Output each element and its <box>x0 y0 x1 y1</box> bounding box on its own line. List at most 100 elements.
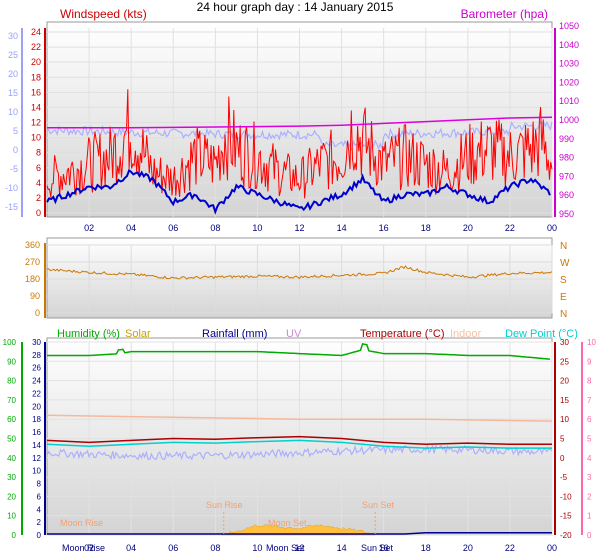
windspeed-tick-label: 10 <box>31 133 41 143</box>
barometer-label: Barometer (hpa) <box>461 7 548 21</box>
humidity-tick-label: 80 <box>7 377 16 386</box>
direction-tick-label: 90 <box>30 291 40 301</box>
bottom-astro-label: Moon Set <box>266 543 305 553</box>
windspeed-tick-label: 0 <box>36 208 41 218</box>
humidity-tick-label: 20 <box>7 492 16 501</box>
rainfall-tick-label: 14 <box>32 441 41 450</box>
direction-tick-label: 270 <box>25 257 40 267</box>
barometer-tick-label: 1000 <box>559 115 579 125</box>
series-line-light-blue <box>46 120 553 152</box>
temperature-tick-label: 0 <box>560 454 565 463</box>
x-tick-label: 04 <box>126 543 136 553</box>
temperature-tick-label: 25 <box>560 357 569 366</box>
series-line-rainfall <box>47 532 552 535</box>
legend-item: Dew Point (°C) <box>505 328 578 340</box>
rainfall-tick-label: 2 <box>37 518 42 527</box>
x-tick-label: 22 <box>505 223 515 233</box>
uv-tick-label: 8 <box>587 377 592 386</box>
legend-item: Humidity (%) <box>57 328 120 340</box>
windspeed-tick-label: 12 <box>31 118 41 128</box>
multi-panel: Humidity (%) Solar Rainfall (mm) UV Temperat… <box>3 328 597 540</box>
temperature-tick-label: 20 <box>560 377 569 386</box>
series-area-solar <box>221 524 376 536</box>
uv-tick-label: 2 <box>587 492 592 501</box>
uv-tick-label: 1 <box>587 512 592 521</box>
series-line-wind-average <box>46 168 551 215</box>
humidity-tick-label: 70 <box>7 396 16 405</box>
barometer-tick-label: 980 <box>559 153 574 163</box>
compass-label: N <box>560 309 567 320</box>
windspeed-tick-label: 6 <box>36 163 41 173</box>
rainfall-tick-label: 30 <box>32 338 41 347</box>
rainfall-tick-label: 6 <box>37 492 42 501</box>
x-tick-label: 12 <box>294 543 304 553</box>
temperature-tick-label: 15 <box>560 396 569 405</box>
windspeed-tick-label: 22 <box>31 42 41 52</box>
x-tick-label: 08 <box>210 543 220 553</box>
barometer-tick-label: 990 <box>559 134 574 144</box>
series-line-temperature <box>46 435 552 446</box>
chart-title: 24 hour graph day : 14 January 2015 <box>197 0 394 14</box>
x-tick-label: 12 <box>294 223 304 233</box>
barometer-tick-label: 1050 <box>559 21 579 31</box>
series-line-windspeed <box>46 89 553 199</box>
outer-temp-tick-label: 0 <box>13 145 18 155</box>
outer-temp-tick-label: -5 <box>10 164 18 174</box>
x-tick-label: 00 <box>547 223 557 233</box>
humidity-tick-label: 50 <box>7 435 16 444</box>
uv-tick-label: 6 <box>587 415 592 424</box>
x-tick-label: 20 <box>463 223 473 233</box>
barometer-tick-label: 1040 <box>559 40 579 50</box>
humidity-tick-label: 90 <box>7 357 16 366</box>
temperature-tick-label: 30 <box>560 338 569 347</box>
uv-tick-label: 3 <box>587 473 592 482</box>
compass-label: E <box>560 292 567 303</box>
x-tick-label: 02 <box>84 223 94 233</box>
outer-temp-tick-label: -10 <box>5 183 18 193</box>
direction-tick-label: 360 <box>25 240 40 250</box>
x-tick-label: 18 <box>421 223 431 233</box>
rainfall-tick-label: 10 <box>32 467 41 476</box>
humidity-tick-label: 0 <box>12 531 17 540</box>
x-tick-label: 02 <box>84 543 94 553</box>
barometer-tick-label: 970 <box>559 171 574 181</box>
series-line-humidity <box>47 343 550 360</box>
temperature-tick-label: -10 <box>560 492 572 501</box>
outer-temp-tick-label: 5 <box>13 126 18 136</box>
astro-annotation: Moon Set <box>268 518 307 528</box>
direction-tick-label: 180 <box>25 274 40 284</box>
rainfall-tick-label: 28 <box>32 351 41 360</box>
outer-temp-tick-label: 10 <box>8 107 18 117</box>
compass-label: S <box>560 275 567 286</box>
series-line-wind-direction <box>46 265 553 280</box>
x-tick-label: 18 <box>421 543 431 553</box>
legend-item: Solar <box>125 328 151 340</box>
windspeed-tick-label: 16 <box>31 87 41 97</box>
windspeed-tick-label: 8 <box>36 148 41 158</box>
rainfall-tick-label: 12 <box>32 454 41 463</box>
temperature-tick-label: -15 <box>560 512 572 521</box>
rainfall-tick-label: 26 <box>32 364 41 373</box>
windspeed-tick-label: 18 <box>31 72 41 82</box>
barometer-tick-label: 1020 <box>559 77 579 87</box>
rainfall-tick-label: 18 <box>32 415 41 424</box>
wind-panel: Windspeed (kts) Barometer (hpa) 24222018… <box>5 7 579 219</box>
windspeed-tick-label: 2 <box>36 193 41 203</box>
temperature-tick-label: 5 <box>560 435 565 444</box>
series-line-dew-point <box>46 439 552 449</box>
humidity-tick-label: 10 <box>7 512 16 521</box>
barometer-tick-label: 1030 <box>559 59 579 69</box>
uv-tick-label: 10 <box>587 338 596 347</box>
legend-item: Rainfall (mm) <box>202 328 267 340</box>
x-tick-label: 16 <box>379 543 389 553</box>
astro-annotation: Sun Set <box>362 500 395 510</box>
astro-annotation: Sun Rise <box>206 500 243 510</box>
rainfall-tick-label: 0 <box>37 531 42 540</box>
legend-item: Temperature (°C) <box>360 328 444 340</box>
bottom-astro-label: Sun Set <box>361 543 394 553</box>
barometer-tick-label: 960 <box>559 190 574 200</box>
rainfall-tick-label: 8 <box>37 480 42 489</box>
x-tick-label: 14 <box>337 223 347 233</box>
humidity-tick-label: 30 <box>7 473 16 482</box>
